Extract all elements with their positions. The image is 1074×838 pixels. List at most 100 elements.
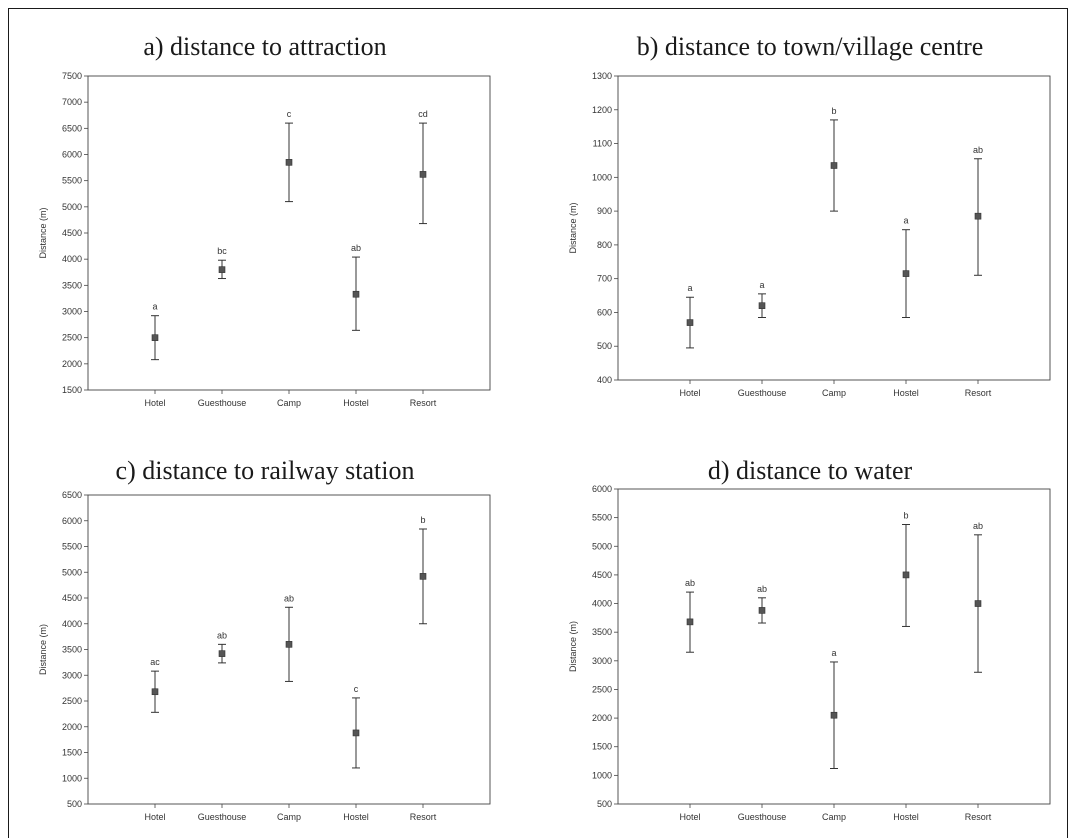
group-label: a bbox=[831, 648, 836, 658]
y-tick-label: 4500 bbox=[62, 593, 82, 603]
group-label: ab bbox=[351, 243, 361, 253]
y-tick-label: 1000 bbox=[592, 770, 612, 780]
mean-point bbox=[902, 270, 910, 277]
x-tick-label: Camp bbox=[277, 398, 301, 408]
y-tick-label: 2500 bbox=[62, 333, 82, 343]
mean-point bbox=[218, 650, 226, 657]
group-label: ab bbox=[973, 145, 983, 155]
mean-point bbox=[902, 571, 910, 579]
y-tick-label: 4000 bbox=[62, 254, 82, 264]
mean-point bbox=[686, 319, 694, 326]
y-tick-label: 700 bbox=[597, 274, 612, 284]
x-tick-label: Resort bbox=[410, 812, 437, 822]
mean-point bbox=[285, 159, 293, 166]
panel-distance-to-attraction: a) distance to attraction 1500 2000 2500 30… bbox=[30, 28, 500, 418]
x-tick-label: Hostel bbox=[343, 812, 369, 822]
mean-point bbox=[758, 607, 766, 614]
figure-frame bbox=[8, 8, 1068, 838]
group-label: ac bbox=[150, 657, 160, 667]
panel-title: a) distance to attraction bbox=[143, 32, 387, 61]
y-tick-label: 900 bbox=[597, 206, 612, 216]
group-label: ab bbox=[217, 630, 227, 640]
x-tick-label: Hostel bbox=[343, 398, 369, 408]
mean-point bbox=[352, 290, 360, 298]
y-tick-label: 6500 bbox=[62, 123, 82, 133]
x-tick-label: Camp bbox=[277, 812, 301, 822]
chart-svg: 400 500 600 700 800 900 1000 1100 1200 1300 Distan… bbox=[568, 71, 1051, 398]
group-label: cd bbox=[418, 109, 428, 119]
x-tick-label: Hotel bbox=[144, 812, 165, 822]
y-tick-label: 800 bbox=[597, 240, 612, 250]
group-label: a bbox=[759, 280, 764, 290]
y-tick-label: 6500 bbox=[62, 490, 82, 500]
y-tick-label: 500 bbox=[67, 799, 82, 809]
group-label: bc bbox=[217, 246, 227, 256]
x-tick-label: Hotel bbox=[679, 812, 700, 822]
group-label: c bbox=[287, 109, 292, 119]
group-label: a bbox=[152, 302, 157, 312]
chart-svg: 1500 2000 2500 3000 3500 4000 4500 5000 5500 6000… bbox=[38, 71, 491, 408]
chart-svg: 500 1000 1500 2000 2500 3000 3500 4000 4500 5000 5… bbox=[38, 490, 491, 822]
y-tick-label: 5500 bbox=[62, 542, 82, 552]
y-tick-label: 600 bbox=[597, 307, 612, 317]
group-label: a bbox=[687, 283, 692, 293]
y-tick-label: 4500 bbox=[592, 570, 612, 580]
y-tick-label: 400 bbox=[597, 375, 612, 385]
y-tick-label: 5500 bbox=[592, 513, 612, 523]
y-axis-label: Distance (m) bbox=[568, 621, 578, 672]
x-tick-label: Hostel bbox=[893, 812, 919, 822]
y-tick-label: 7500 bbox=[62, 71, 82, 81]
y-axis-label: Distance (m) bbox=[38, 207, 48, 258]
group-label: ab bbox=[757, 584, 767, 594]
y-tick-label: 1100 bbox=[593, 139, 612, 149]
y-tick-label: 2000 bbox=[592, 713, 612, 723]
x-tick-label: Resort bbox=[965, 388, 992, 398]
y-tick-label: 6000 bbox=[62, 150, 82, 160]
mean-point bbox=[151, 334, 159, 341]
x-tick-label: Hostel bbox=[893, 388, 919, 398]
y-axis-label: Distance (m) bbox=[38, 624, 48, 675]
y-tick-label: 3000 bbox=[592, 656, 612, 666]
y-tick-label: 5000 bbox=[592, 541, 612, 551]
y-tick-label: 5500 bbox=[62, 176, 82, 186]
y-tick-label: 4000 bbox=[62, 619, 82, 629]
x-tick-label: Guesthouse bbox=[198, 812, 247, 822]
y-tick-label: 4000 bbox=[592, 599, 612, 609]
x-tick-label: Guesthouse bbox=[738, 812, 787, 822]
mean-point bbox=[830, 162, 838, 169]
group-label: b bbox=[420, 515, 425, 525]
y-axis-label: Distance (m) bbox=[568, 202, 578, 253]
x-tick-label: Guesthouse bbox=[198, 398, 247, 408]
panel-distance-to-town-centre: b) distance to town/village centre 400 50… bbox=[560, 28, 1060, 418]
panel-distance-to-railway-station: c) distance to railway station 500 1000 15… bbox=[30, 452, 500, 832]
x-tick-label: Camp bbox=[822, 812, 846, 822]
y-tick-label: 1000 bbox=[62, 773, 82, 783]
mean-point bbox=[419, 573, 427, 580]
panel-title: d) distance to water bbox=[707, 456, 913, 485]
y-tick-label: 3000 bbox=[62, 307, 82, 317]
y-tick-label: 3000 bbox=[62, 670, 82, 680]
y-tick-label: 3500 bbox=[62, 280, 82, 290]
y-tick-label: 1500 bbox=[62, 748, 82, 758]
y-tick-label: 6000 bbox=[592, 484, 612, 494]
mean-point bbox=[352, 729, 360, 737]
y-tick-label: 2000 bbox=[62, 359, 82, 369]
y-tick-label: 4500 bbox=[62, 228, 82, 238]
x-tick-label: Resort bbox=[410, 398, 437, 408]
mean-point bbox=[686, 618, 694, 626]
mean-point bbox=[419, 171, 427, 178]
x-tick-label: Hotel bbox=[679, 388, 700, 398]
panel-title: b) distance to town/village centre bbox=[636, 32, 984, 61]
chart-svg: 500 1000 1500 2000 2500 3000 3500 4000 4500 5000 5… bbox=[568, 484, 1051, 822]
y-tick-label: 1500 bbox=[592, 742, 612, 752]
mean-point bbox=[285, 641, 293, 648]
y-tick-label: 3500 bbox=[62, 645, 82, 655]
group-label: c bbox=[354, 684, 359, 694]
panel-distance-to-water: d) distance to water 500 1000 1500 2000 2500… bbox=[560, 452, 1060, 832]
y-tick-label: 5000 bbox=[62, 202, 82, 212]
x-tick-label: Camp bbox=[822, 388, 846, 398]
y-tick-label: 500 bbox=[597, 341, 612, 351]
y-tick-label: 5000 bbox=[62, 567, 82, 577]
y-tick-label: 500 bbox=[597, 799, 612, 809]
x-tick-label: Guesthouse bbox=[738, 388, 787, 398]
